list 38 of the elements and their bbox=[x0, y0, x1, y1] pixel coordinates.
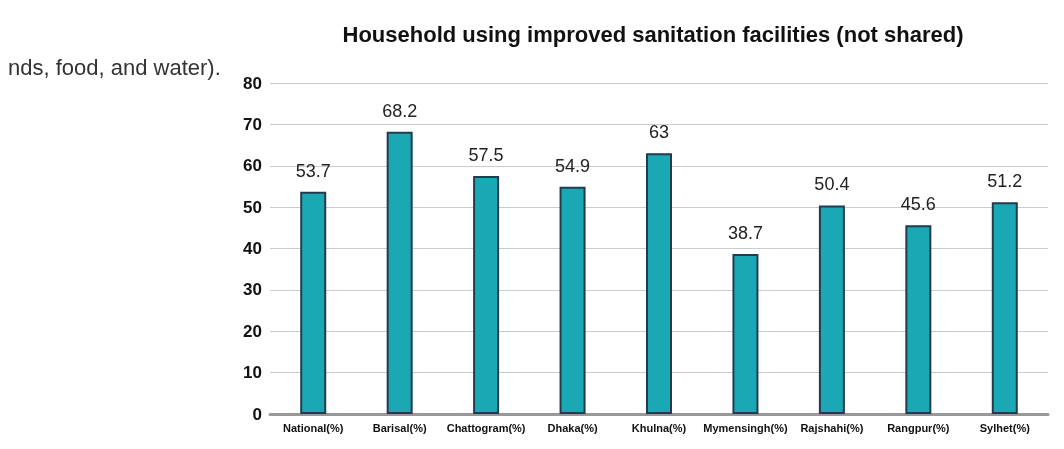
data-label: 50.4 bbox=[814, 174, 850, 195]
chart-title: Household using improved sanitation facilities (not shared) bbox=[342, 21, 964, 47]
y-tick-label: 60 bbox=[243, 156, 262, 176]
y-tick-label: 0 bbox=[252, 404, 262, 424]
y-tick-label: 40 bbox=[243, 239, 262, 258]
bar bbox=[646, 153, 672, 414]
x-tick-label: Dhaka(%) bbox=[547, 421, 598, 434]
y-tick-label: 30 bbox=[243, 280, 262, 300]
data-label: 45.6 bbox=[900, 194, 936, 215]
bar bbox=[818, 205, 845, 414]
y-tick-label: 70 bbox=[243, 114, 262, 134]
data-label: 63 bbox=[648, 122, 670, 143]
bar bbox=[732, 253, 759, 414]
y-tick-label: 10 bbox=[243, 363, 262, 383]
x-tick-label: Chattogram(%) bbox=[446, 421, 526, 434]
x-tick-label: Rajshahi(%) bbox=[800, 421, 864, 434]
x-tick-label: Khulna(%) bbox=[631, 421, 687, 434]
data-label: 53.7 bbox=[295, 160, 331, 181]
bar bbox=[991, 202, 1018, 414]
text: nds, food, and water). bbox=[8, 54, 221, 80]
data-label: 38.7 bbox=[727, 222, 763, 243]
bar bbox=[300, 191, 327, 414]
x-tick-label: Rangpur(%) bbox=[887, 421, 950, 434]
data-label: 57.5 bbox=[468, 145, 504, 166]
x-tick-label: Sylhet(%) bbox=[979, 421, 1031, 434]
data-label: 51.2 bbox=[987, 171, 1023, 192]
bar bbox=[559, 186, 586, 414]
y-tick-label: 50 bbox=[243, 197, 262, 217]
x-tick-label: Barisal(%) bbox=[372, 421, 427, 434]
bar bbox=[473, 176, 500, 414]
x-tick-label: National(%) bbox=[282, 421, 344, 434]
data-label: 54.9 bbox=[555, 155, 591, 176]
bar bbox=[386, 131, 413, 414]
y-tick-label: 20 bbox=[243, 321, 262, 341]
y-tick-label: 80 bbox=[243, 73, 262, 93]
x-tick-label: Mymensingh(%) bbox=[703, 421, 788, 434]
bar bbox=[905, 225, 932, 414]
data-label: 68.2 bbox=[382, 100, 418, 121]
